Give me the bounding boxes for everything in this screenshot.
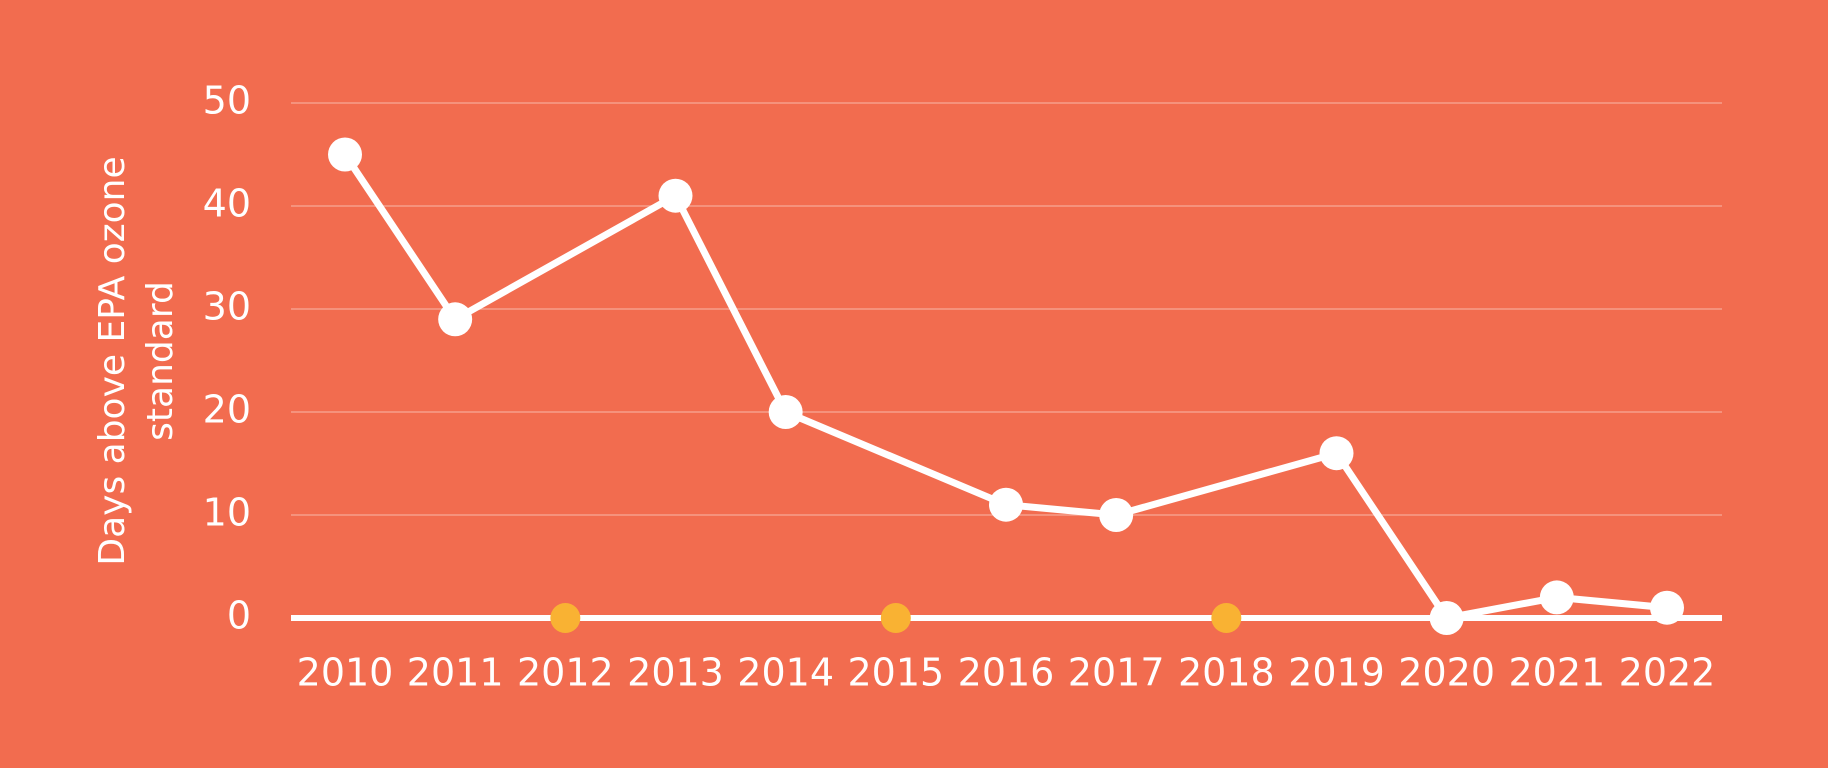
marker-dot bbox=[550, 603, 581, 633]
data-point bbox=[1650, 590, 1684, 625]
x-tick-label: 2021 bbox=[1508, 651, 1605, 695]
data-point bbox=[1319, 436, 1354, 471]
data-point bbox=[658, 178, 693, 213]
x-tick-label: 2016 bbox=[958, 651, 1055, 695]
x-tick-label: 2013 bbox=[627, 651, 724, 695]
y-tick-label: 50 bbox=[203, 79, 251, 123]
data-point bbox=[768, 395, 803, 429]
marker-dot bbox=[880, 603, 911, 633]
x-tick-label: 2019 bbox=[1288, 651, 1385, 695]
data-point bbox=[989, 487, 1023, 522]
y-tick-label: 40 bbox=[203, 182, 251, 226]
y-axis-title: Days above EPA ozone standard bbox=[92, 156, 181, 566]
x-tick-label: 2017 bbox=[1068, 651, 1165, 695]
x-tick-label: 2010 bbox=[297, 651, 394, 695]
y-tick-label: 0 bbox=[227, 594, 251, 638]
data-line bbox=[342, 152, 1668, 622]
x-tick-label: 2015 bbox=[847, 651, 944, 695]
data-point bbox=[1539, 580, 1574, 615]
y-tick-label: 30 bbox=[203, 285, 251, 329]
x-tick-label: 2014 bbox=[737, 651, 834, 695]
x-tick-label: 2018 bbox=[1178, 651, 1275, 695]
x-tick-label: 2011 bbox=[407, 651, 504, 695]
x-tick-label: 2020 bbox=[1398, 651, 1495, 695]
data-point bbox=[1099, 498, 1134, 532]
marker-dot bbox=[1211, 603, 1242, 633]
data-point bbox=[438, 302, 473, 337]
y-tick-label: 10 bbox=[203, 491, 251, 535]
data-point bbox=[328, 137, 362, 172]
data-point bbox=[1429, 601, 1464, 635]
x-tick-label: 2012 bbox=[517, 651, 614, 695]
x-tick-label: 2022 bbox=[1619, 651, 1716, 695]
y-tick-label: 20 bbox=[203, 388, 251, 432]
